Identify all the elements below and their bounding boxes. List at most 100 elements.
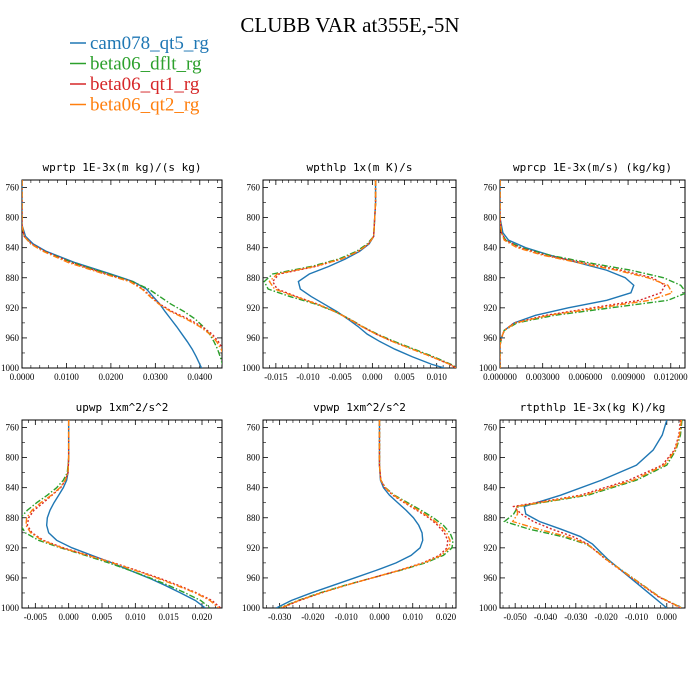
series-line xyxy=(511,420,683,608)
x-tick-label: 0.020 xyxy=(436,612,457,622)
x-tick-label: 0.0100 xyxy=(54,372,79,382)
x-tick-label: 0.010 xyxy=(427,372,448,382)
y-tick-label: 840 xyxy=(6,483,20,493)
x-tick-label: 0.000000 xyxy=(483,372,517,382)
legend: cam078_qt5_rgbeta06_dflt_rgbeta06_qt1_rg… xyxy=(70,33,209,116)
x-tick-label: 0.006000 xyxy=(569,372,603,382)
x-tick-label: 0.000 xyxy=(362,372,383,382)
series-line xyxy=(279,420,454,608)
x-tick-label: -0.010 xyxy=(335,612,359,622)
y-tick-label: 800 xyxy=(484,453,498,463)
series-line xyxy=(268,180,456,368)
y-tick-label: 1000 xyxy=(242,603,261,613)
series-line xyxy=(22,180,222,366)
x-tick-label: 0.009000 xyxy=(611,372,645,382)
y-tick-label: 1000 xyxy=(1,363,20,373)
y-tick-label: 800 xyxy=(484,213,498,223)
y-tick-label: 1000 xyxy=(242,363,261,373)
y-tick-label: 800 xyxy=(247,453,261,463)
panel: upwp 1xm^2/s^2 760 800 840 880 920 960 1000 -0.0… xyxy=(1,401,223,622)
series-line xyxy=(500,180,685,368)
legend-item: cam078_qt5_rg xyxy=(70,33,209,54)
panel: vpwp 1xm^2/s^2 760 800 840 880 920 960 1000 -0.0… xyxy=(242,401,457,622)
y-tick-label: 920 xyxy=(484,303,498,313)
series-line xyxy=(271,180,456,368)
plot-frame xyxy=(499,419,686,609)
x-tick-label: 0.0200 xyxy=(99,372,124,382)
x-tick-label: 0.015 xyxy=(159,612,180,622)
y-tick-label: 920 xyxy=(484,543,498,553)
y-tick-label: 920 xyxy=(247,303,261,313)
legend-label: beta06_dflt_rg xyxy=(90,54,202,75)
x-tick-label: 0.000 xyxy=(369,612,390,622)
x-tick-label: -0.010 xyxy=(296,372,320,382)
x-tick-label: -0.020 xyxy=(595,612,619,622)
y-tick-label: 880 xyxy=(484,273,498,283)
x-tick-label: 0.0300 xyxy=(143,372,168,382)
x-tick-label: -0.030 xyxy=(268,612,292,622)
y-tick-label: 880 xyxy=(484,513,498,523)
x-tick-label: 0.010 xyxy=(403,612,424,622)
x-tick-label: 0.005 xyxy=(394,372,415,382)
legend-label: beta06_qt2_rg xyxy=(90,95,200,116)
series-line xyxy=(22,420,211,608)
y-tick-label: 800 xyxy=(247,213,261,223)
y-tick-label: 1000 xyxy=(479,603,498,613)
x-tick-label: 0.0400 xyxy=(187,372,212,382)
series-line xyxy=(500,180,667,368)
panel: wprtp 1E-3x(m kg)/(s kg) 760 800 840 880 920 9… xyxy=(1,161,223,382)
y-tick-label: 800 xyxy=(6,453,20,463)
series-line xyxy=(500,180,635,368)
series-line xyxy=(22,180,203,368)
x-tick-label: -0.015 xyxy=(264,372,288,382)
y-tick-label: 960 xyxy=(484,573,498,583)
x-tick-label: 0.000 xyxy=(59,612,80,622)
x-tick-label: 0.012000 xyxy=(654,372,688,382)
series-line xyxy=(26,420,222,608)
figure-title: CLUBB VAR at355E,-5N xyxy=(240,13,459,37)
y-tick-label: 960 xyxy=(247,333,261,343)
series-line xyxy=(500,180,674,368)
x-tick-label: -0.010 xyxy=(625,612,649,622)
series-line xyxy=(25,420,220,608)
y-tick-label: 840 xyxy=(247,243,261,253)
panel: rtpthlp 1E-3x(kg K)/kg 760 800 840 880 920 960… xyxy=(479,401,686,622)
series-line xyxy=(22,180,222,353)
x-tick-label: 0.003000 xyxy=(526,372,560,382)
legend-item: beta06_qt2_rg xyxy=(70,95,200,116)
panel-title: upwp 1xm^2/s^2 xyxy=(76,401,169,414)
y-tick-label: 880 xyxy=(247,273,261,283)
series-line xyxy=(297,180,445,368)
panel-title: wpthlp 1x(m K)/s xyxy=(307,161,413,174)
y-tick-label: 760 xyxy=(247,423,261,433)
legend-item: beta06_qt1_rg xyxy=(70,74,200,95)
y-tick-label: 840 xyxy=(6,243,20,253)
y-tick-label: 840 xyxy=(484,243,498,253)
y-tick-label: 1000 xyxy=(1,603,20,613)
panel-title: wprcp 1E-3x(m/s) (kg/kg) xyxy=(513,161,672,174)
x-tick-label: 0.010 xyxy=(125,612,146,622)
series-line xyxy=(503,420,683,608)
panel: wprcp 1E-3x(m/s) (kg/kg) 760 800 840 880 920 9… xyxy=(479,161,688,382)
y-tick-label: 880 xyxy=(247,513,261,523)
y-tick-label: 840 xyxy=(247,483,261,493)
y-tick-label: 760 xyxy=(247,183,261,193)
legend-label: cam078_qt5_rg xyxy=(90,33,209,54)
x-tick-label: -0.005 xyxy=(329,372,353,382)
series-line xyxy=(280,420,451,608)
series-line xyxy=(512,420,682,608)
x-tick-label: -0.020 xyxy=(301,612,325,622)
y-tick-label: 960 xyxy=(6,333,20,343)
series-line xyxy=(523,420,668,608)
legend-label: beta06_qt1_rg xyxy=(90,74,200,95)
series-line xyxy=(22,180,222,350)
panel: wpthlp 1x(m K)/s7608008408809209601000-0… xyxy=(242,161,457,382)
x-tick-label: -0.040 xyxy=(534,612,558,622)
x-tick-label: 0.0000 xyxy=(10,372,35,382)
series-line xyxy=(275,420,424,608)
y-tick-label: 880 xyxy=(6,513,20,523)
y-tick-label: 800 xyxy=(6,213,20,223)
panel-title: vpwp 1xm^2/s^2 xyxy=(313,401,406,414)
panel-title: wprtp 1E-3x(m kg)/(s kg) xyxy=(43,161,202,174)
